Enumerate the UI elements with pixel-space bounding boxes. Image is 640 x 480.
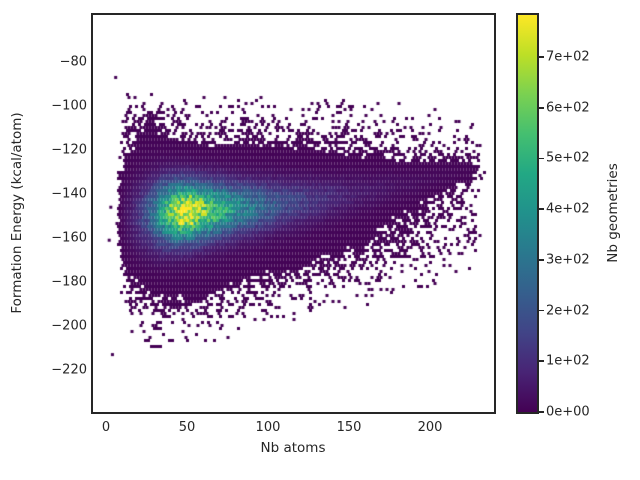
colorbar-tick-mark [539,360,544,363]
hexbin-plot-canvas [93,15,494,412]
colorbar-tick-mark [539,106,544,109]
y-tick-label: −220 [51,362,87,378]
colorbar-tick-mark [539,208,544,210]
colorbar-tick-label: 1e+02 [546,353,590,369]
colorbar-tick-mark [539,259,544,261]
colorbar-tick-label: 7e+02 [546,49,590,65]
x-axis-label: Nb atoms [260,440,326,456]
x-tick-label: 150 [336,420,362,435]
y-tick-label: −140 [51,186,87,202]
y-tick-label: −100 [51,98,87,114]
x-tick-label: 200 [417,420,443,435]
x-tick-label: 50 [178,420,196,435]
colorbar-tick-label: 3e+02 [546,252,590,268]
x-tick-label: 100 [255,420,281,435]
y-tick-label: −160 [51,230,87,246]
colorbar-tick-mark [539,157,544,160]
colorbar-gradient [518,15,537,412]
colorbar [516,13,539,414]
colorbar-tick-label: 2e+02 [546,303,590,319]
colorbar-tick-mark [539,309,544,312]
colorbar-tick-label: 0e+00 [546,404,590,420]
y-axis-label: Formation Energy (kcal/atom) [9,112,25,314]
y-tick-label: −120 [51,142,87,158]
colorbar-tick-mark [539,56,544,58]
y-tick-label: −200 [51,318,87,334]
colorbar-tick-label: 6e+02 [546,100,590,116]
y-tick-label: −180 [51,274,87,290]
colorbar-tick-mark [539,411,544,413]
y-tick-label: −80 [59,54,87,70]
colorbar-tick-label: 5e+02 [546,150,590,166]
colorbar-tick-label: 4e+02 [546,201,590,217]
colorbar-label: Nb geometries [605,163,621,263]
x-tick-label: 0 [101,420,111,435]
